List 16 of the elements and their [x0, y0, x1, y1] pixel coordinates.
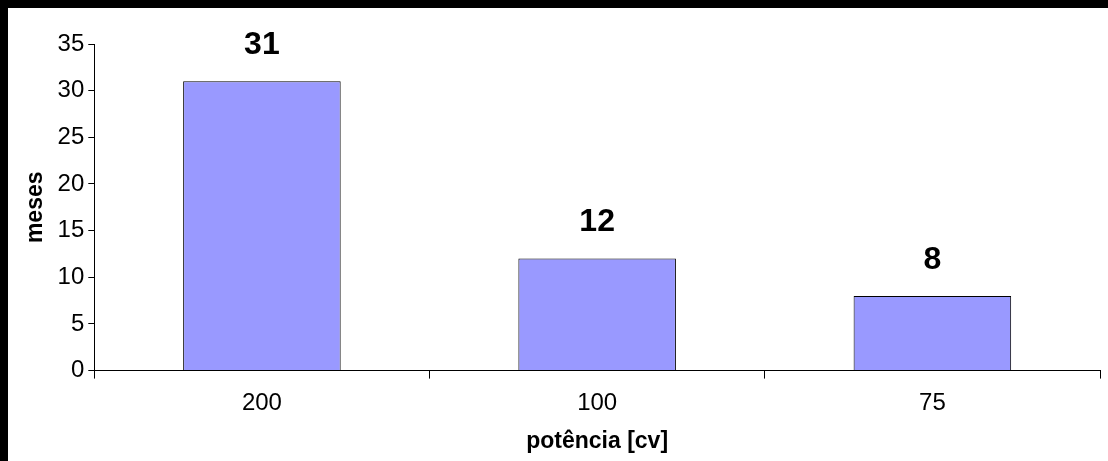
y-tick-label: 35: [57, 28, 85, 56]
y-tick-label: 10: [57, 261, 85, 289]
y-tick-label: 15: [57, 215, 85, 243]
x-tick-label: 75: [919, 387, 946, 415]
data-label: 8: [923, 239, 942, 276]
x-axis-title: potência [cv]: [526, 426, 669, 453]
y-tick-label: 0: [70, 355, 85, 383]
y-tick-label: 20: [57, 168, 85, 196]
data-label: 31: [244, 25, 280, 62]
y-tick-label: 30: [57, 75, 85, 103]
y-tick-label: 5: [70, 308, 85, 336]
y-axis-title: meses: [21, 171, 48, 244]
y-tick-label: 25: [57, 121, 85, 149]
x-tick-label: 100: [577, 387, 618, 415]
data-label: 12: [579, 202, 615, 239]
x-tick-label: 200: [241, 387, 282, 415]
